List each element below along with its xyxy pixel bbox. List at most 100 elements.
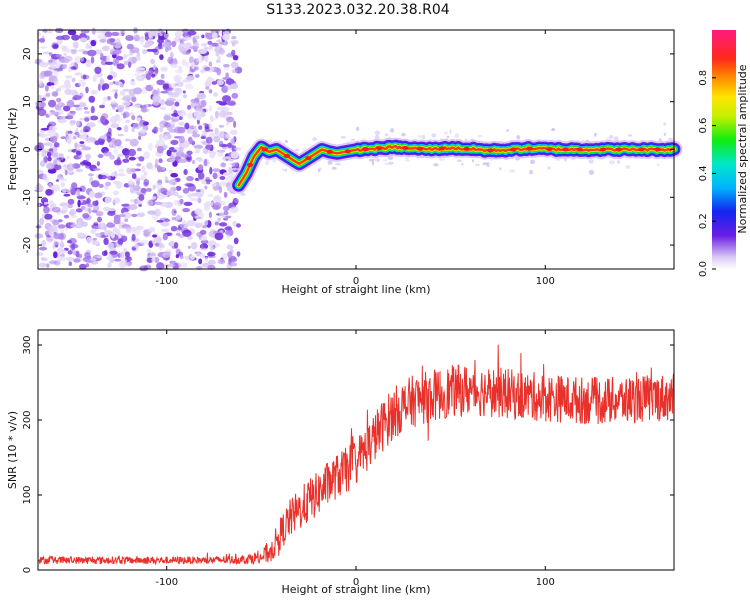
noise-speckle: [43, 142, 53, 147]
noise-speckle: [111, 31, 120, 37]
noise-speckle: [61, 204, 69, 213]
noise-speckle: [188, 56, 194, 64]
noise-speckle: [182, 187, 190, 194]
noise-speckle: [100, 115, 106, 123]
ridge-halo-speckle: [506, 129, 509, 132]
noise-speckle: [236, 251, 241, 257]
noise-speckle: [154, 67, 159, 74]
noise-speckle: [230, 137, 235, 146]
noise-speckle: [212, 185, 220, 191]
noise-speckle: [55, 179, 60, 182]
noise-speckle: [43, 206, 50, 214]
noise-speckle: [146, 257, 154, 263]
noise-speckle: [153, 126, 158, 134]
noise-speckle: [53, 159, 58, 166]
ridge-peak: [326, 149, 333, 154]
colorbar-ticks: 0.0 0.2 0.4 0.6 0.8: [698, 70, 716, 277]
noise-speckle: [138, 156, 145, 162]
noise-speckle: [106, 131, 112, 139]
noise-speckle: [205, 136, 213, 144]
noise-speckle: [174, 101, 180, 107]
noise-speckle: [138, 194, 145, 201]
ridge-peak: [362, 147, 369, 152]
noise-speckle: [79, 141, 85, 145]
noise-speckle: [76, 120, 80, 127]
noise-speckle: [84, 110, 91, 114]
noise-speckle: [218, 185, 222, 194]
noise-speckle: [66, 155, 70, 160]
noise-speckle: [60, 182, 65, 188]
noise-speckle: [116, 38, 121, 44]
noise-speckle: [151, 48, 158, 53]
noise-speckle: [182, 208, 191, 213]
noise-speckle: [176, 214, 182, 220]
noise-speckle: [126, 167, 132, 174]
noise-speckle: [68, 261, 73, 267]
noise-speckle: [112, 226, 118, 233]
spectrogram-x-label: Height of straight line (km): [281, 283, 430, 296]
noise-speckle: [152, 94, 161, 102]
noise-speckle: [160, 66, 168, 72]
noise-speckle: [85, 60, 92, 68]
noise-speckle: [50, 62, 59, 69]
colorbar-tick-label: 0.4: [698, 165, 709, 181]
noise-speckle: [204, 185, 208, 190]
noise-speckle: [45, 177, 50, 184]
noise-speckle: [124, 251, 130, 258]
noise-speckle: [114, 92, 118, 99]
noise-speckle: [219, 110, 227, 117]
noise-speckle: [94, 140, 101, 146]
noise-speckle: [39, 160, 46, 167]
ridge-halo-speckle: [482, 162, 489, 166]
noise-speckle: [223, 172, 231, 176]
noise-speckle: [218, 124, 225, 128]
noise-speckle: [53, 151, 59, 158]
noise-speckle: [122, 101, 131, 107]
noise-speckle: [142, 48, 148, 55]
ridge-halo-speckle: [456, 159, 462, 163]
noise-speckle: [136, 147, 142, 152]
noise-speckle: [201, 42, 208, 47]
ridge-halo-speckle: [609, 135, 614, 139]
noise-speckle: [213, 202, 222, 210]
noise-speckle: [146, 199, 154, 206]
ridge-halo-speckle: [551, 127, 555, 132]
noise-speckle: [130, 47, 140, 54]
noise-speckle: [178, 158, 188, 164]
noise-speckle: [134, 73, 139, 77]
noise-speckle: [117, 133, 124, 137]
noise-speckle: [187, 193, 192, 199]
noise-speckle: [204, 256, 209, 262]
noise-speckle: [90, 105, 95, 114]
noise-speckle: [127, 180, 134, 186]
noise-speckle: [48, 231, 55, 237]
noise-speckle: [215, 110, 219, 119]
noise-speckle: [40, 134, 49, 137]
ridge-halo-speckle: [374, 130, 381, 135]
noise-speckle: [218, 222, 228, 227]
noise-speckle: [65, 135, 72, 143]
ridge-halo-speckle: [384, 162, 390, 165]
ridge-peak: [261, 147, 269, 152]
noise-speckle: [48, 99, 57, 108]
noise-speckle: [154, 257, 160, 263]
noise-speckle: [173, 126, 183, 134]
noise-speckle: [109, 116, 118, 124]
noise-speckle: [208, 61, 213, 67]
noise-speckle: [76, 195, 86, 200]
ridge-peak: [546, 147, 553, 152]
noise-speckle: [48, 225, 58, 232]
noise-speckle: [128, 184, 134, 188]
ridge-peak: [344, 149, 351, 154]
noise-speckle: [57, 118, 67, 124]
noise-speckle: [160, 99, 165, 106]
noise-speckle: [134, 177, 142, 181]
noise-speckle: [86, 198, 90, 204]
noise-speckle: [200, 188, 205, 195]
noise-speckle: [179, 255, 184, 260]
noise-speckle: [53, 251, 58, 259]
noise-speckle: [207, 40, 213, 45]
noise-speckle: [125, 35, 134, 41]
noise-speckle: [186, 236, 193, 240]
noise-speckle: [123, 54, 132, 57]
